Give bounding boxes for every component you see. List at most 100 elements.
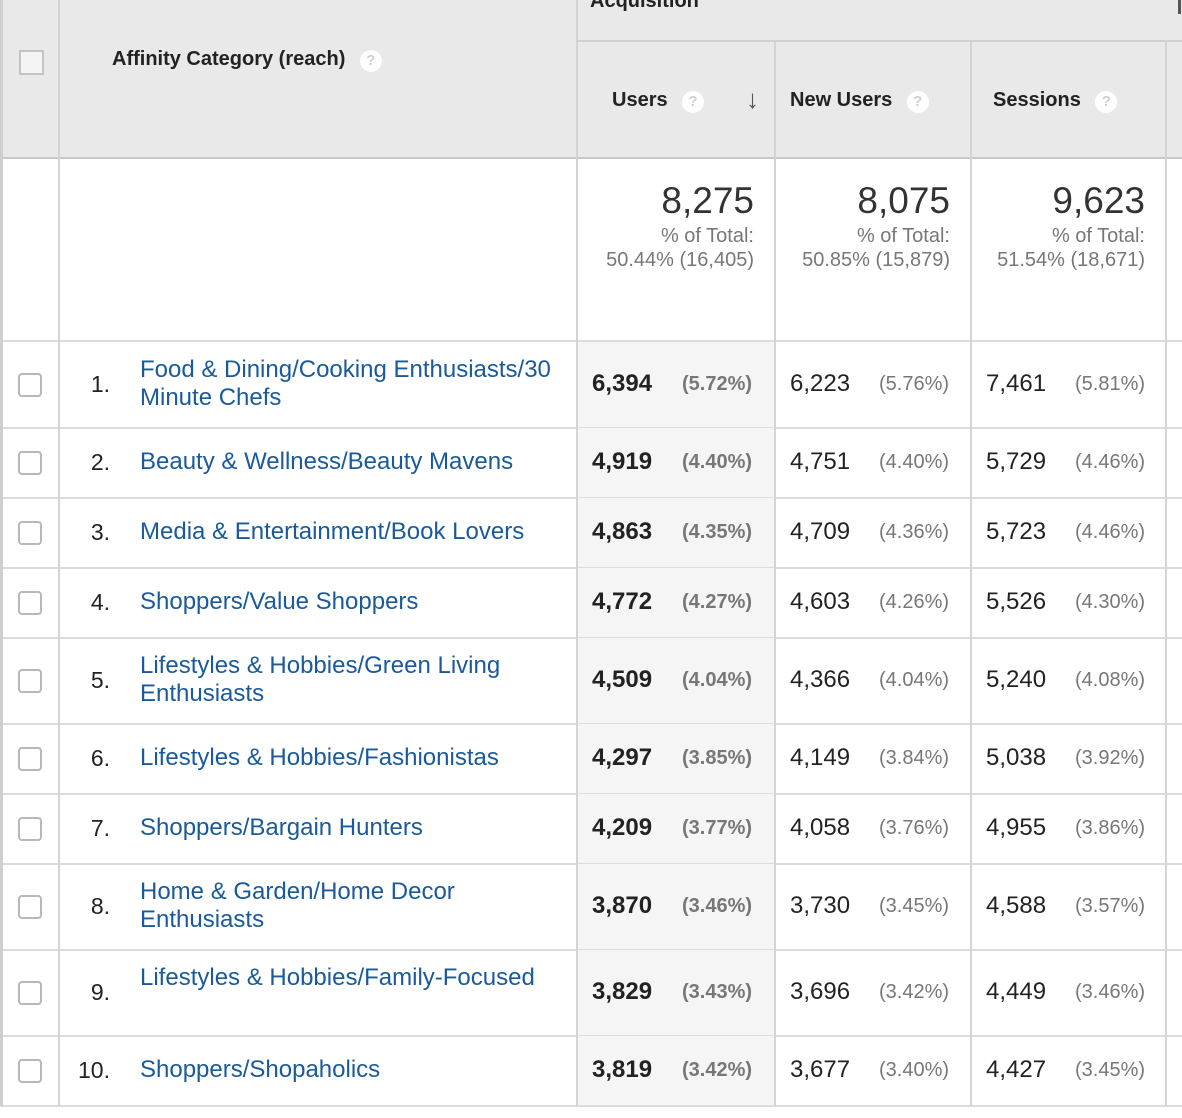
new-users-percent: (3.76%)	[879, 817, 950, 839]
sort-descending-icon[interactable]: ↓	[746, 84, 759, 114]
column-border	[0, 0, 3, 1106]
table-row: 2. Beauty & Wellness/Beauty Mavens 4,919 (4…	[0, 428, 1182, 499]
table-row: 10. Shoppers/Shopaholics 3,819 (3.42%) 3,677…	[0, 1036, 1182, 1107]
sessions-percent: (4.46%)	[1075, 521, 1146, 543]
column-border	[970, 40, 972, 1106]
users-percent: (3.85%)	[682, 747, 753, 769]
sessions-column-header[interactable]: Sessions ?	[993, 89, 1118, 113]
row-checkbox[interactable]	[18, 895, 42, 919]
category-link[interactable]: Media & Entertainment/Book Lovers	[140, 518, 525, 545]
users-cell-background	[578, 638, 774, 724]
new-users-value: 4,751	[790, 448, 851, 475]
help-icon[interactable]: ?	[906, 90, 929, 113]
row-checkbox[interactable]	[18, 669, 42, 693]
sessions-total-value: 9,623	[1052, 180, 1145, 221]
acquisition-underline	[578, 40, 1182, 42]
sessions-value: 5,240	[986, 666, 1047, 693]
users-cell-background	[578, 342, 774, 428]
row-rank: 6.	[90, 745, 110, 771]
users-header-label: Users	[612, 89, 668, 111]
users-percent: (3.43%)	[682, 981, 753, 1003]
table-row: 1. Food & Dining/Cooking Enthusiasts/30 M…	[0, 342, 1182, 429]
column-border	[1178, 0, 1181, 14]
category-link[interactable]: Shoppers/Shopaholics	[140, 1056, 381, 1083]
new-users-value: 4,603	[790, 588, 851, 615]
users-percent: (3.77%)	[682, 817, 753, 839]
category-link[interactable]: Lifestyles & Hobbies/Green Living Enthus…	[140, 652, 501, 707]
new-users-value: 4,058	[790, 814, 851, 841]
users-total-background	[578, 158, 774, 342]
users-value: 4,509	[592, 666, 653, 693]
category-link[interactable]: Beauty & Wellness/Beauty Mavens	[140, 448, 514, 475]
sessions-percent: (5.81%)	[1075, 373, 1146, 395]
users-value: 4,772	[592, 588, 653, 615]
row-checkbox[interactable]	[18, 591, 42, 615]
row-checkbox[interactable]	[18, 817, 42, 841]
totals-bottom-border	[0, 340, 1182, 342]
users-cell-background	[578, 864, 774, 950]
dimension-header[interactable]: Affinity Category (reach) ?	[112, 48, 382, 72]
sessions-header-label: Sessions	[993, 89, 1081, 111]
category-link[interactable]: Home & Garden/Home Decor Enthusiasts	[140, 878, 455, 933]
row-rank: 7.	[90, 815, 110, 841]
column-border	[58, 0, 60, 1106]
row-rank: 3.	[90, 519, 110, 545]
sessions-value: 5,526	[986, 588, 1047, 615]
dimension-header-label: Affinity Category (reach)	[112, 48, 346, 70]
table-row: 8. Home & Garden/Home Decor Enthusiasts 3,…	[0, 864, 1182, 951]
users-value: 4,209	[592, 814, 653, 841]
new-users-column-header[interactable]: New Users ?	[790, 89, 929, 113]
category-link[interactable]: Lifestyles & Hobbies/Family-Focused	[140, 964, 535, 991]
row-rank: 2.	[90, 449, 110, 475]
category-link[interactable]: Food & Dining/Cooking Enthusiasts/30 Min…	[140, 356, 551, 411]
sessions-percent: (3.46%)	[1075, 981, 1146, 1003]
sessions-percent: (4.30%)	[1075, 591, 1146, 613]
new-users-value: 3,677	[790, 1056, 851, 1083]
row-checkbox[interactable]	[18, 373, 42, 397]
help-icon[interactable]: ?	[682, 90, 705, 113]
sessions-percent: (4.46%)	[1075, 451, 1146, 473]
table-row: 7. Shoppers/Bargain Hunters 4,209 (3.77%) 4,…	[0, 794, 1182, 865]
column-border	[1165, 40, 1167, 1106]
help-icon[interactable]: ?	[1095, 90, 1118, 113]
new-users-value: 4,709	[790, 518, 851, 545]
category-link[interactable]: Shoppers/Bargain Hunters	[140, 814, 423, 841]
sessions-value: 5,723	[986, 518, 1047, 545]
sessions-total-detail: 51.54% (18,671)	[997, 249, 1145, 271]
new-users-percent: (5.76%)	[879, 373, 950, 395]
row-rank: 4.	[90, 589, 110, 615]
row-checkbox[interactable]	[18, 747, 42, 771]
row-checkbox[interactable]	[18, 521, 42, 545]
sessions-percent: (4.08%)	[1075, 669, 1146, 691]
users-total-label: % of Total:	[660, 225, 754, 247]
category-link[interactable]: Lifestyles & Hobbies/Fashionistas	[140, 744, 499, 771]
users-column-header[interactable]: Users ?	[612, 89, 705, 113]
header-bottom-border	[0, 157, 1182, 159]
category-link[interactable]: Shoppers/Value Shoppers	[140, 588, 419, 615]
users-value: 6,394	[592, 370, 653, 397]
row-checkbox[interactable]	[18, 981, 42, 1005]
sessions-value: 4,427	[986, 1056, 1047, 1083]
column-border	[576, 0, 578, 1106]
new-users-total-label: % of Total:	[856, 225, 950, 247]
users-cell-background	[578, 794, 774, 864]
new-users-total-detail: 50.85% (15,879)	[802, 249, 950, 271]
users-total-value: 8,275	[661, 180, 754, 221]
users-cell-background	[578, 568, 774, 638]
new-users-percent: (4.36%)	[879, 521, 950, 543]
row-rank: 8.	[90, 893, 110, 919]
new-users-percent: (4.04%)	[879, 669, 950, 691]
sessions-value: 4,449	[986, 978, 1047, 1005]
row-checkbox[interactable]	[18, 451, 42, 475]
select-all-checkbox[interactable]	[19, 50, 44, 75]
header-background	[0, 0, 1182, 158]
users-percent: (4.04%)	[682, 669, 753, 691]
sessions-value: 5,729	[986, 448, 1047, 475]
row-checkbox[interactable]	[18, 1059, 42, 1083]
row-divider	[0, 1105, 1182, 1107]
users-percent: (4.40%)	[682, 451, 753, 473]
help-icon[interactable]: ?	[359, 49, 382, 72]
sessions-percent: (3.86%)	[1075, 817, 1146, 839]
users-value: 3,829	[592, 978, 653, 1005]
users-cell-background	[578, 950, 774, 1036]
